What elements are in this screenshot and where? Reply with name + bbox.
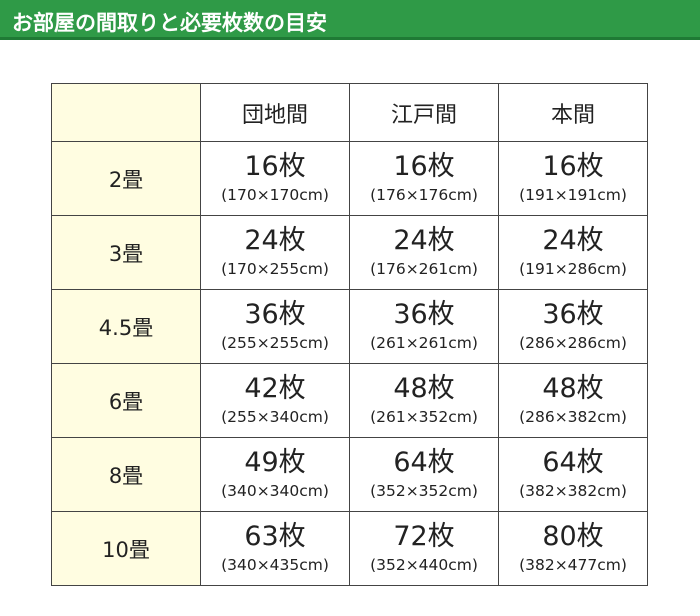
table-cell: 63枚 (340×435cm) [200, 511, 350, 586]
room-size: (382×382cm) [519, 481, 627, 500]
tile-count: 42枚 [244, 372, 306, 404]
room-size: (170×170cm) [221, 185, 329, 204]
table-cell: 72枚 (352×440cm) [349, 511, 499, 586]
table-row: 8畳 49枚 (340×340cm) 64枚 (352×352cm) 64枚 (382×38… [51, 437, 648, 512]
table-cell: 48枚 (261×352cm) [349, 363, 499, 438]
table-cell: 16枚 (191×191cm) [498, 141, 648, 216]
tile-count: 36枚 [244, 298, 306, 330]
table-cell: 64枚 (352×352cm) [349, 437, 499, 512]
tile-count: 63枚 [244, 520, 306, 552]
tile-count: 72枚 [393, 520, 455, 552]
row-label: 8畳 [51, 437, 201, 512]
tile-count: 64枚 [542, 446, 604, 478]
room-size: (340×435cm) [221, 555, 329, 574]
tile-count: 16枚 [542, 150, 604, 182]
column-header: 江戸間 [349, 83, 499, 142]
room-size: (261×261cm) [370, 333, 478, 352]
row-label: 3畳 [51, 215, 201, 290]
table-cell: 36枚 (286×286cm) [498, 289, 648, 364]
table-body: 団地間 江戸間 本間 2畳 16枚 (170×170cm) 16枚 (176×176cm) 16… [51, 83, 648, 586]
row-label: 4.5畳 [51, 289, 201, 364]
tile-count: 36枚 [542, 298, 604, 330]
row-label: 6畳 [51, 363, 201, 438]
room-size: (286×286cm) [519, 333, 627, 352]
tile-count: 36枚 [393, 298, 455, 330]
room-size: (191×286cm) [519, 259, 627, 278]
tile-count: 16枚 [244, 150, 306, 182]
tile-count: 48枚 [542, 372, 604, 404]
table-cell: 80枚 (382×477cm) [498, 511, 648, 586]
tile-count: 64枚 [393, 446, 455, 478]
tile-count: 80枚 [542, 520, 604, 552]
table-row: 4.5畳 36枚 (255×255cm) 36枚 (261×261cm) 36枚 (286×… [51, 289, 648, 364]
column-header: 本間 [498, 83, 648, 142]
table: 団地間 江戸間 本間 2畳 16枚 (170×170cm) 16枚 (176×176cm) 16… [51, 83, 648, 586]
table-row: 3畳 24枚 (170×255cm) 24枚 (176×261cm) 24枚 (191×28… [51, 215, 648, 290]
table-cell: 48枚 (286×382cm) [498, 363, 648, 438]
tile-count: 16枚 [393, 150, 455, 182]
room-size: (352×440cm) [370, 555, 478, 574]
tile-count: 24枚 [244, 224, 306, 256]
table-cell: 24枚 (170×255cm) [200, 215, 350, 290]
table-cell: 36枚 (255×255cm) [200, 289, 350, 364]
table-cell: 24枚 (191×286cm) [498, 215, 648, 290]
table-cell: 16枚 (176×176cm) [349, 141, 499, 216]
table-cell: 16枚 (170×170cm) [200, 141, 350, 216]
title: お部屋の間取りと必要枚数の目安 [12, 11, 327, 35]
column-header: 団地間 [200, 83, 350, 142]
room-size: (352×352cm) [370, 481, 478, 500]
header-row: 団地間 江戸間 本間 [51, 83, 648, 142]
tile-count: 48枚 [393, 372, 455, 404]
room-size: (286×382cm) [519, 407, 627, 426]
room-size: (170×255cm) [221, 259, 329, 278]
room-size: (340×340cm) [221, 481, 329, 500]
tile-count: 49枚 [244, 446, 306, 478]
room-size: (176×261cm) [370, 259, 478, 278]
corner-cell [51, 83, 201, 142]
row-label: 2畳 [51, 141, 201, 216]
table-row: 6畳 42枚 (255×340cm) 48枚 (261×352cm) 48枚 (286×38… [51, 363, 648, 438]
table-cell: 49枚 (340×340cm) [200, 437, 350, 512]
table-row: 2畳 16枚 (170×170cm) 16枚 (176×176cm) 16枚 (191×19… [51, 141, 648, 216]
room-size: (176×176cm) [370, 185, 478, 204]
table-cell: 24枚 (176×261cm) [349, 215, 499, 290]
room-size: (255×340cm) [221, 407, 329, 426]
tile-count: 24枚 [393, 224, 455, 256]
room-size: (255×255cm) [221, 333, 329, 352]
tile-count: 24枚 [542, 224, 604, 256]
row-label: 10畳 [51, 511, 201, 586]
table-row: 10畳 63枚 (340×435cm) 72枚 (352×440cm) 80枚 (382×4… [51, 511, 648, 586]
table-cell: 64枚 (382×382cm) [498, 437, 648, 512]
room-size: (191×191cm) [519, 185, 627, 204]
table-cell: 36枚 (261×261cm) [349, 289, 499, 364]
table-cell: 42枚 (255×340cm) [200, 363, 350, 438]
header-bar: お部屋の間取りと必要枚数の目安 [0, 0, 700, 40]
room-size: (261×352cm) [370, 407, 478, 426]
room-size: (382×477cm) [519, 555, 627, 574]
